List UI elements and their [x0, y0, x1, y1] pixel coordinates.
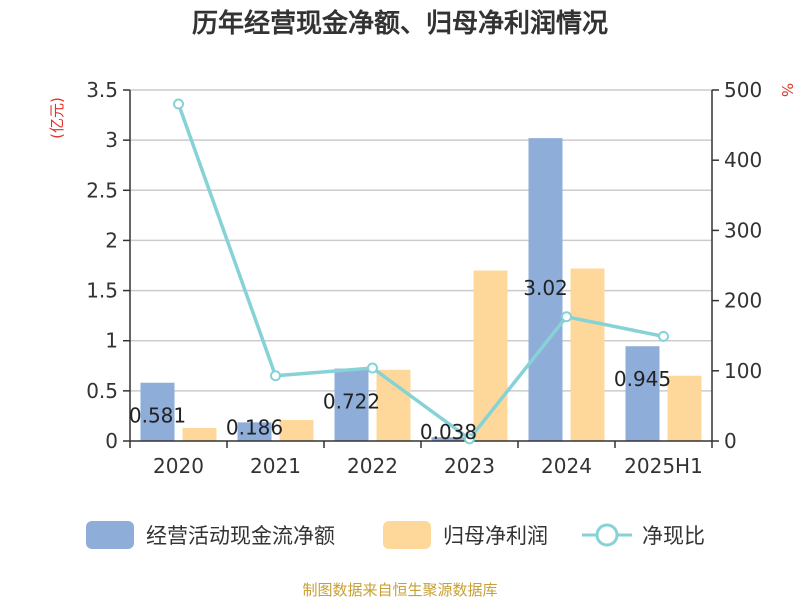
right-axis-tick-label: 0: [724, 429, 737, 453]
data-label-cashflow-2020: 0.581: [129, 404, 186, 428]
legend-swatch-cashflow: [86, 521, 134, 549]
left-axis-tick-label: 2.5: [86, 178, 118, 202]
x-axis-tick-label-2021: 2021: [250, 454, 301, 478]
data-label-group: 0.581 0.186 0.722 0.038 3.02 0.945: [129, 276, 671, 444]
left-axis-tick-label: 0.5: [86, 379, 118, 403]
left-axis-tick-label: 3: [105, 128, 118, 152]
bar-cashflow-2023: [431, 437, 466, 441]
x-axis-tick-label-2020: 2020: [153, 454, 204, 478]
x-axis-tick-label-2024: 2024: [541, 454, 592, 478]
bar-cashflow-2024: [528, 138, 563, 441]
ratio-line-group: [173, 98, 669, 445]
bar-profit-2024: [570, 268, 605, 441]
chart-title: 历年经营现金净额、归母净利润情况: [192, 8, 608, 39]
data-label-cashflow-2022: 0.722: [323, 390, 380, 414]
ratio-point-2024: [561, 311, 572, 323]
legend-marker-ratio: [595, 523, 619, 547]
left-axis-unit: (亿元): [48, 97, 66, 139]
x-axis-tick-label-2025H1: 2025H1: [624, 454, 703, 478]
right-axis-tick-label: 500: [724, 78, 762, 102]
right-axis-tick-label: 300: [724, 218, 762, 242]
bar-profit-2023: [473, 270, 508, 441]
right-axis-tick-label: 200: [724, 289, 762, 313]
axes: 0 0.5 1 1.5 2 2.5 3 3.5 0 100 200 300 400 500 2020 2021…: [86, 78, 762, 478]
ratio-point-2020: [173, 98, 184, 110]
right-axis-tick-label: 400: [724, 148, 762, 172]
legend: 经营活动现金流净额 归母净利润 净现比: [86, 521, 705, 549]
ratio-point-2022: [367, 362, 378, 374]
legend-label-profit: 归母净利润: [443, 524, 548, 548]
source-note: 制图数据来自恒生聚源数据库: [302, 581, 497, 599]
legend-swatch-profit: [383, 521, 431, 549]
left-axis-tick-label: 3.5: [86, 78, 118, 102]
bar-cashflow-2022: [334, 368, 369, 441]
grid-lines: [130, 89, 712, 392]
legend-label-cashflow: 经营活动现金流净额: [146, 524, 335, 548]
bar-profit-2021: [279, 419, 314, 441]
x-axis-tick-label-2022: 2022: [347, 454, 398, 478]
ratio-line: [176, 103, 664, 442]
legend-label-ratio: 净现比: [642, 524, 705, 548]
data-label-cashflow-2025H1: 0.945: [614, 367, 671, 391]
left-axis-tick-label: 1: [105, 329, 118, 353]
data-label-cashflow-2024: 3.02: [523, 276, 568, 300]
left-axis-tick-label: 1.5: [86, 279, 118, 303]
right-axis-unit: %: [778, 83, 796, 97]
bar-cashflow-2025H1: [625, 346, 660, 441]
left-axis-tick-label: 2: [105, 228, 118, 252]
bar-cashflow-2020: [140, 382, 175, 441]
bar-profit-2025H1: [667, 375, 702, 441]
left-axis-tick-label: 0: [105, 429, 118, 453]
right-axis-tick-label: 100: [724, 359, 762, 383]
data-label-cashflow-2021: 0.186: [226, 415, 283, 439]
ratio-point-2025H1: [658, 330, 669, 342]
ratio-point-2021: [270, 370, 281, 382]
ratio-point-2023: [464, 433, 475, 445]
bar-cashflow-2021: [237, 422, 272, 441]
bar-profit-2022: [376, 369, 411, 441]
bar-profit-2020: [182, 427, 217, 441]
data-label-cashflow-2023: 0.038: [420, 420, 477, 444]
x-axis-tick-label-2023: 2023: [444, 454, 495, 478]
bar-group: [140, 138, 702, 441]
